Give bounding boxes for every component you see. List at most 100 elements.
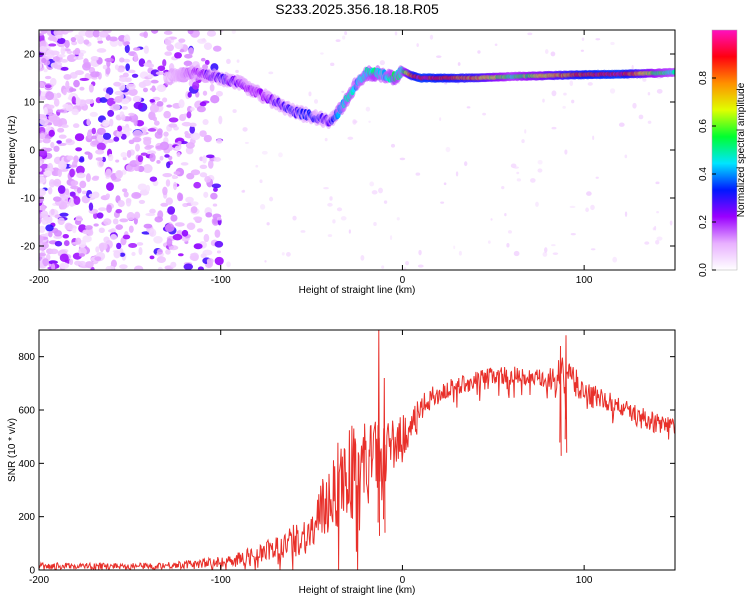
spectrogram-noise-cell [120,98,130,105]
spectrogram-noise-cell [327,202,333,207]
spectrogram-noise-cell [52,56,60,62]
spectrogram-noise-cell [477,50,481,54]
spectrogram-noise-cell [91,135,97,140]
spectrogram-noise-cell [197,266,204,270]
spectrogram-noise-cell [595,176,599,179]
spectrogram-noise-cell [39,260,43,267]
spectrogram-noise-cell [336,207,343,212]
spectrogram-trace-cell [672,69,675,75]
spectrogram-noise-cell [73,196,81,205]
spectrogram-noise-cell [66,155,74,161]
spectrogram-noise-cell [122,188,128,193]
spectrogram-noise-cell [163,110,171,119]
spectrogram-plot-area [39,30,675,270]
spectrogram-noise-cell [552,252,559,255]
spectrogram-noise-cell [214,256,224,266]
spectrogram-noise-cell [133,101,144,110]
colorbar-ticks: 0.0 0.2 0.4 0.6 0.8 [698,71,716,277]
spectrogram-noise-cell [108,229,116,233]
spectrogram-noise-cell [43,107,48,115]
spectrogram-noise-cell [164,51,172,56]
spectrogram-noise-cell [368,120,371,123]
spectrogram-noise-cell [204,59,210,65]
snr-line-layer [39,330,675,570]
spectrogram-noise-cell [379,60,385,66]
spectrogram-noise-cell [181,121,192,127]
spectrogram-noise-cell [185,196,194,203]
spectrogram-noise-cell [106,182,114,191]
spectrogram-noise-cell [206,30,217,37]
spectrogram-noise-cell [155,71,165,76]
spectrogram-noise-cell [440,201,445,204]
spectrogram-noise-cell [140,152,148,156]
spectrogram-noise-cell [95,246,100,253]
snr-x-axis-label: Height of straight line (km) [299,585,416,596]
spectrogram-noise-cell [64,30,74,33]
spectrogram-noise-cell [165,197,174,205]
spectrogram-noise-cell [149,153,156,162]
spectrogram-noise-cell [43,68,48,73]
spectrogram-noise-cell [202,90,208,96]
spectrogram-noise-cell [551,244,556,247]
spectrogram-noise-cell [50,208,55,216]
spectrogram-noise-cell [150,79,159,84]
spectrogram-noise-cell [200,253,207,259]
spectrogram-noise-cell [127,69,136,74]
colorbar: 0.0 0.2 0.4 0.6 0.8 Normalized spectral ampl… [698,29,747,277]
spectrogram-noise-cell [564,149,568,155]
spectrogram-noise-cell [60,59,68,63]
spectrogram-noise-cell [544,247,548,253]
spectrogram-noise-cell [116,130,123,138]
spectrogram-noise-cell [164,154,170,158]
spectrogram-noise-cell [92,30,101,38]
spectrogram-noise-cell [570,232,576,236]
spectrogram-noise-cell [95,157,104,161]
spectrogram-noise-cell [439,117,442,122]
spectrogram-noise-cell [186,222,196,230]
spectrogram-noise-cell [242,189,246,193]
spectrogram-noise-cell [97,40,104,44]
spectrogram-noise-cell [78,30,88,37]
spectrogram-noise-cell [57,185,66,194]
spectrogram-noise-cell [174,222,185,227]
spectrogram-noise-cell [203,134,212,143]
spectrogram-noise-cell [143,223,153,229]
spectrogram-noise-cell [381,265,385,269]
spectrogram-noise-cell [39,195,45,204]
spectrogram-noise-cell [155,145,166,150]
spectrogram-noise-cell [214,229,221,238]
spectrogram-noise-cell [74,70,84,76]
spectrogram-noise-cell [417,264,424,268]
spectrogram-noise-cell [341,90,345,93]
spectrogram-noise-cell [57,127,65,133]
spectrogram-noise-cell [39,117,49,126]
spectrogram-noise-cell [101,156,106,163]
spectrogram-noise-cell [324,137,328,142]
spectrogram-y-tick-label: 20 [24,50,36,61]
spectrogram-noise-cell [72,123,80,129]
spectrogram-noise-cell [88,202,94,211]
spectrogram-noise-cell [56,140,62,144]
snr-x-tick-label: -100 [211,575,231,586]
spectrogram-noise-cell [373,222,377,226]
spectrogram-noise-cell [535,201,539,207]
spectrogram-noise-cell [89,111,98,117]
spectrogram-noise-cell [482,112,487,116]
spectrogram-noise-cell [624,211,628,217]
spectrogram-noise-cell [551,90,557,97]
spectrogram-noise-cell [189,125,196,134]
spectrogram-noise-cell [516,171,520,175]
spectrogram-noise-cell [172,233,183,241]
spectrogram-noise-cell [142,87,149,93]
spectrogram-noise-cell [335,39,341,42]
spectrogram-noise-cell [70,180,79,186]
spectrogram-noise-cell [390,143,396,148]
spectrogram-noise-cell [39,45,47,53]
spectrogram-noise-cell [126,212,135,221]
spectrogram-noise-cell [128,88,138,96]
spectrogram-noise-cell [173,171,181,175]
spectrogram-noise-cell [149,87,157,91]
spectrogram-noise-cell [126,149,132,158]
spectrogram-noise-cell [64,222,73,231]
spectrogram-noise-cell [39,188,46,197]
